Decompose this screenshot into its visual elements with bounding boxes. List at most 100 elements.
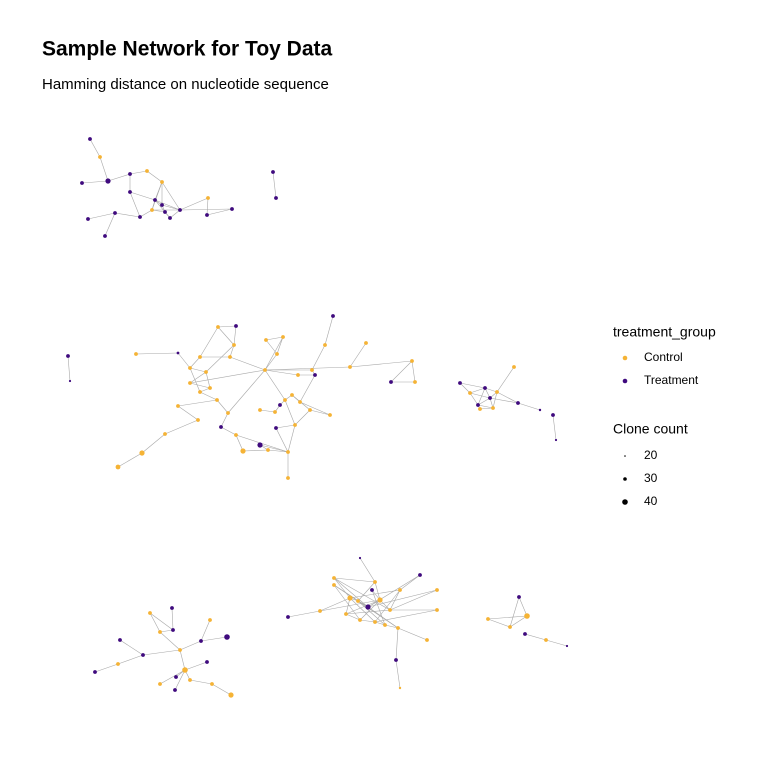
node: [286, 450, 290, 454]
edge: [149, 612, 174, 631]
edge: [169, 209, 181, 219]
node: [216, 325, 220, 329]
node: [310, 368, 314, 372]
node: [160, 180, 164, 184]
edge: [189, 356, 201, 369]
node: [318, 609, 322, 613]
node: [298, 400, 302, 404]
node: [128, 172, 132, 176]
node: [331, 314, 335, 318]
edge: [189, 371, 207, 384]
edge: [518, 596, 528, 617]
edge: [284, 399, 296, 426]
edge: [179, 197, 209, 211]
legend-label: Treatment: [644, 373, 699, 387]
node: [512, 365, 516, 369]
edge: [359, 619, 376, 623]
node: [170, 606, 174, 610]
node: [264, 338, 268, 342]
edge: [287, 424, 296, 453]
node: [182, 667, 188, 673]
edge: [477, 387, 486, 406]
node: [286, 615, 290, 619]
edge: [117, 654, 144, 665]
node: [128, 190, 132, 194]
edge: [459, 382, 471, 394]
node: [524, 613, 530, 619]
node: [323, 343, 327, 347]
node: [435, 608, 439, 612]
edge: [211, 683, 232, 696]
edge: [161, 181, 181, 211]
edge: [229, 344, 235, 358]
node: [358, 618, 362, 622]
node: [68, 379, 72, 383]
edge: [151, 181, 163, 211]
edge: [395, 627, 399, 661]
edge: [509, 615, 528, 628]
legend-title: treatment_group: [613, 324, 716, 340]
node: [290, 393, 294, 397]
node: [491, 406, 495, 410]
node: [234, 324, 238, 328]
node: [373, 620, 377, 624]
edge: [259, 409, 276, 413]
node: [370, 588, 374, 592]
node: [486, 617, 490, 621]
edge: [349, 589, 401, 599]
node: [365, 604, 371, 610]
edge: [154, 199, 171, 219]
node: [163, 210, 167, 214]
node: [188, 381, 192, 385]
edge: [189, 367, 201, 393]
edge: [311, 344, 326, 371]
edge: [324, 315, 334, 346]
edge: [114, 212, 141, 218]
edge: [374, 581, 381, 601]
node: [394, 658, 398, 662]
edge: [242, 449, 269, 452]
edge: [487, 618, 511, 628]
edge: [179, 208, 233, 211]
edge: [265, 339, 278, 355]
node: [293, 423, 297, 427]
legend-key: [622, 378, 628, 384]
edge: [389, 589, 401, 611]
edge: [509, 596, 520, 628]
edge: [496, 366, 515, 393]
edge: [259, 444, 289, 453]
node: [139, 450, 145, 456]
node: [160, 203, 164, 207]
edge: [333, 577, 369, 608]
legend-label: 30: [644, 471, 658, 485]
node: [257, 442, 263, 448]
edge: [164, 419, 199, 435]
edge: [189, 367, 207, 373]
node: [313, 373, 317, 377]
edge: [184, 661, 208, 671]
chart-title: Sample Network for Toy Data: [42, 38, 332, 61]
edge: [399, 574, 421, 591]
node: [113, 211, 117, 215]
node: [205, 213, 209, 217]
node: [93, 670, 97, 674]
edge: [469, 387, 486, 394]
node: [178, 648, 182, 652]
node: [347, 595, 353, 601]
node: [230, 207, 234, 211]
edge: [264, 336, 284, 371]
edge: [177, 405, 199, 421]
node: [224, 634, 230, 640]
node: [516, 401, 520, 405]
edge: [179, 640, 202, 651]
edges: [67, 138, 568, 696]
edge: [200, 636, 228, 642]
edge: [87, 212, 116, 220]
legend-label: 20: [644, 448, 658, 462]
edge: [81, 180, 109, 184]
node: [523, 632, 527, 636]
edge: [233, 325, 237, 346]
edge: [94, 663, 119, 673]
node: [410, 359, 414, 363]
node: [308, 408, 312, 412]
